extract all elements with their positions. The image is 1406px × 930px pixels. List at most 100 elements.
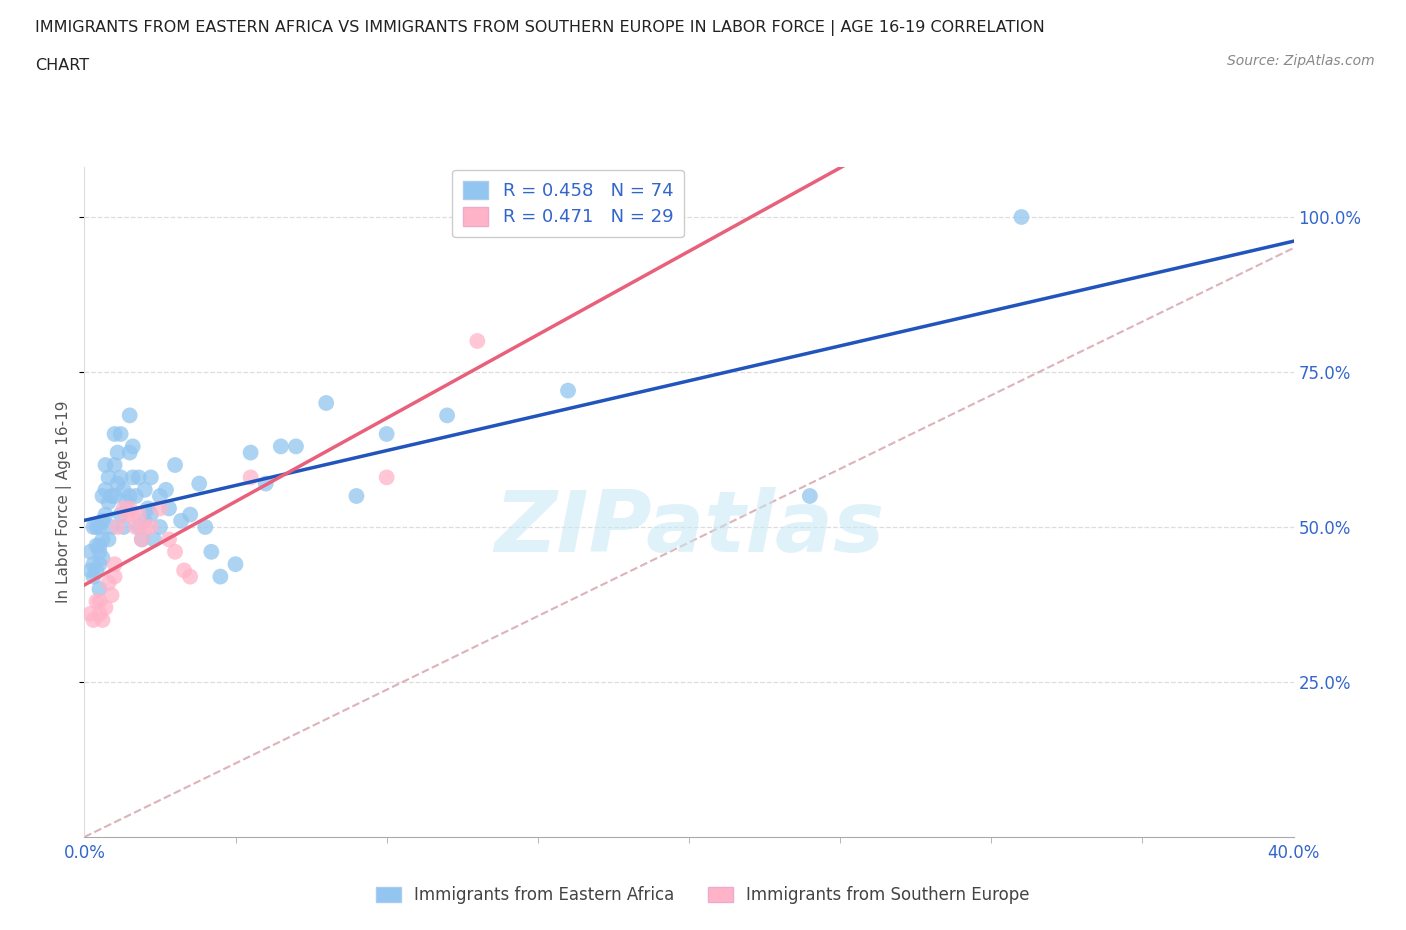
Point [118,408,141,423]
Point [170,513,193,528]
Point [86,520,108,535]
Point [89,544,111,559]
Point [97,495,120,510]
Point [125,488,148,503]
Legend: R = 0.458   N = 74, R = 0.471   N = 29: R = 0.458 N = 74, R = 0.471 N = 29 [451,170,685,237]
Point [239,445,262,460]
Point [315,395,337,410]
Point [173,563,195,578]
Point [104,427,127,442]
Point [86,563,108,578]
Point [79,563,101,578]
Point [139,520,162,535]
Point [94,458,117,472]
Point [89,520,111,535]
Point [149,488,172,503]
Point [194,520,217,535]
Point [86,594,108,609]
Point [107,445,129,460]
Point [91,613,114,628]
Point [165,458,187,472]
Point [346,488,368,503]
Point [799,488,821,503]
Point [121,439,143,454]
Point [375,427,398,442]
Point [118,445,141,460]
Point [91,488,114,503]
Point [82,569,104,584]
Point [89,538,111,553]
Point [149,501,172,516]
Point [104,557,127,572]
Point [121,470,143,485]
Point [157,501,180,516]
Point [107,520,129,535]
Point [82,613,104,628]
Point [82,557,104,572]
Point [118,488,141,503]
Point [179,507,201,522]
Point [131,532,153,547]
Point [165,544,187,559]
Text: Source: ZipAtlas.com: Source: ZipAtlas.com [1227,54,1375,68]
Point [100,588,122,603]
Point [104,569,127,584]
Point [200,544,222,559]
Point [134,520,156,535]
Point [91,513,114,528]
Point [100,520,122,535]
Point [179,569,201,584]
Point [89,557,111,572]
Point [112,483,135,498]
Point [110,470,132,485]
Point [94,600,117,615]
Text: ZIPatlas: ZIPatlas [494,487,884,570]
Point [209,569,232,584]
Point [225,557,247,572]
Point [91,532,114,547]
Point [557,383,579,398]
Point [188,476,211,491]
Point [139,470,162,485]
Point [97,576,120,591]
Point [89,581,111,596]
Point [270,439,292,454]
Text: CHART: CHART [35,58,89,73]
Point [149,520,172,535]
Point [131,532,153,547]
Point [125,520,148,535]
Point [128,470,150,485]
Point [86,538,108,553]
Point [112,501,135,516]
Text: IMMIGRANTS FROM EASTERN AFRICA VS IMMIGRANTS FROM SOUTHERN EUROPE IN LABOR FORCE: IMMIGRANTS FROM EASTERN AFRICA VS IMMIGR… [35,20,1045,36]
Point [1011,209,1033,224]
Point [375,470,398,485]
Point [104,458,127,472]
Point [134,513,156,528]
Point [239,470,262,485]
Point [82,520,104,535]
Point [89,606,111,621]
Point [436,408,458,423]
Point [97,470,120,485]
Point [110,507,132,522]
Point [100,488,122,503]
Point [97,532,120,547]
Point [118,501,141,516]
Point [139,507,162,522]
Point [128,520,150,535]
Point [157,532,180,547]
Point [121,507,143,522]
Point [285,439,308,454]
Point [91,551,114,565]
Y-axis label: In Labor Force | Age 16-19: In Labor Force | Age 16-19 [55,401,72,604]
Point [142,532,165,547]
Point [94,507,117,522]
Point [134,483,156,498]
Point [107,476,129,491]
Point [128,507,150,522]
Point [115,507,138,522]
Point [79,544,101,559]
Point [112,520,135,535]
Legend: Immigrants from Eastern Africa, Immigrants from Southern Europe: Immigrants from Eastern Africa, Immigran… [370,879,1036,910]
